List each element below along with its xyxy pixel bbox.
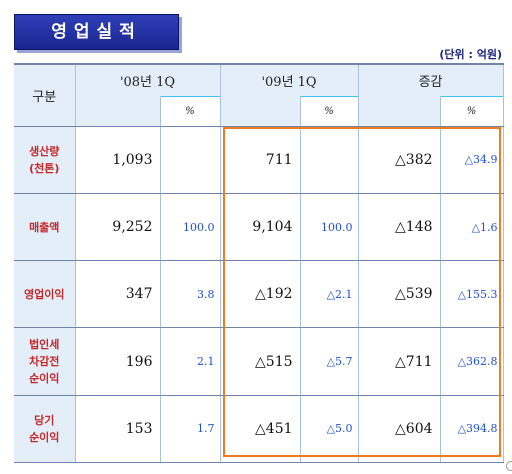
cell-2008-pct: 3.8: [159, 260, 221, 329]
cell-2008-pct: [159, 126, 221, 194]
cell-change-value: △382: [358, 126, 441, 194]
cell-2008-value: 347: [75, 260, 161, 329]
cell-change-value: △539: [358, 260, 441, 329]
cell-change-value: △604: [358, 395, 441, 464]
cell-2008-value: 196: [75, 327, 161, 396]
table-row: 당기 순이익 153 1.7 △451 △5.0 △604 △394.8: [14, 395, 504, 464]
cell-2008-value: 9,252: [75, 193, 161, 262]
row-label: 당기 순이익: [14, 395, 76, 464]
row-label-text: 당기 순이익: [29, 413, 60, 444]
cell-change-value: △711: [358, 327, 441, 396]
header-category: 구분: [14, 62, 76, 127]
cell-change-pct: △394.8: [439, 395, 504, 464]
section-title: 영업실적: [14, 14, 179, 50]
header-2008-value: [75, 96, 161, 127]
cell-change-pct: △1.6: [439, 193, 504, 262]
header-2009-value: [220, 96, 301, 127]
cell-2009-value: △451: [220, 395, 301, 464]
cell-2008-value: 1,093: [75, 126, 161, 194]
row-label: 영업이익: [14, 260, 76, 329]
cell-change-pct: △155.3: [439, 260, 504, 329]
cell-2009-value: 711: [220, 126, 301, 194]
header-change-value: [358, 96, 441, 127]
cell-2009-value: 9,104: [220, 193, 301, 262]
header-2008: '08년 1Q: [75, 62, 221, 97]
row-label-text: 생산량 (천톤): [29, 144, 60, 175]
row-label-text: 영업이익: [24, 287, 65, 301]
row-label: 법인세 차감전 순이익: [14, 327, 76, 396]
header-change: 증감: [358, 62, 504, 97]
header-change-pct: %: [439, 95, 504, 127]
cell-2008-pct: 1.7: [159, 395, 221, 464]
table-row: 매출액 9,252 100.0 9,104 100.0 △148 △1.6: [14, 193, 504, 262]
row-label: 생산량 (천톤): [14, 126, 76, 194]
header-2009-pct: %: [299, 95, 359, 127]
cell-2009-pct: [299, 126, 359, 194]
header-2009: '09년 1Q: [220, 62, 359, 97]
cell-2009-pct: 100.0: [299, 193, 359, 262]
row-label-text: 법인세 차감전 순이익: [29, 338, 60, 386]
header-2008-pct: %: [159, 95, 221, 127]
table-row: 법인세 차감전 순이익 196 2.1 △515 △5.7 △711 △362.…: [14, 327, 504, 396]
cell-2008-pct: 2.1: [159, 327, 221, 396]
table-row: 생산량 (천톤) 1,093 711 △382 △34.9: [14, 126, 504, 194]
cell-change-pct: △362.8: [439, 327, 504, 396]
cell-change-value: △148: [358, 193, 441, 262]
cell-change-pct: △34.9: [439, 126, 504, 194]
cell-2009-pct: △2.1: [299, 260, 359, 329]
corner-dot: [506, 461, 512, 471]
row-label: 매출액: [14, 193, 76, 262]
cell-2009-pct: △5.0: [299, 395, 359, 464]
cell-2009-value: △192: [220, 260, 301, 329]
performance-table: 구분 '08년 1Q '09년 1Q 증감 % % % 생산량 (천톤) 1,0…: [14, 62, 504, 464]
cell-2009-value: △515: [220, 327, 301, 396]
cell-2008-pct: 100.0: [159, 193, 221, 262]
unit-note: (단위 : 억원): [439, 48, 502, 61]
row-label-text: 매출액: [29, 220, 60, 234]
table-row: 영업이익 347 3.8 △192 △2.1 △539 △155.3: [14, 260, 504, 329]
cell-2008-value: 153: [75, 395, 161, 464]
cell-2009-pct: △5.7: [299, 327, 359, 396]
